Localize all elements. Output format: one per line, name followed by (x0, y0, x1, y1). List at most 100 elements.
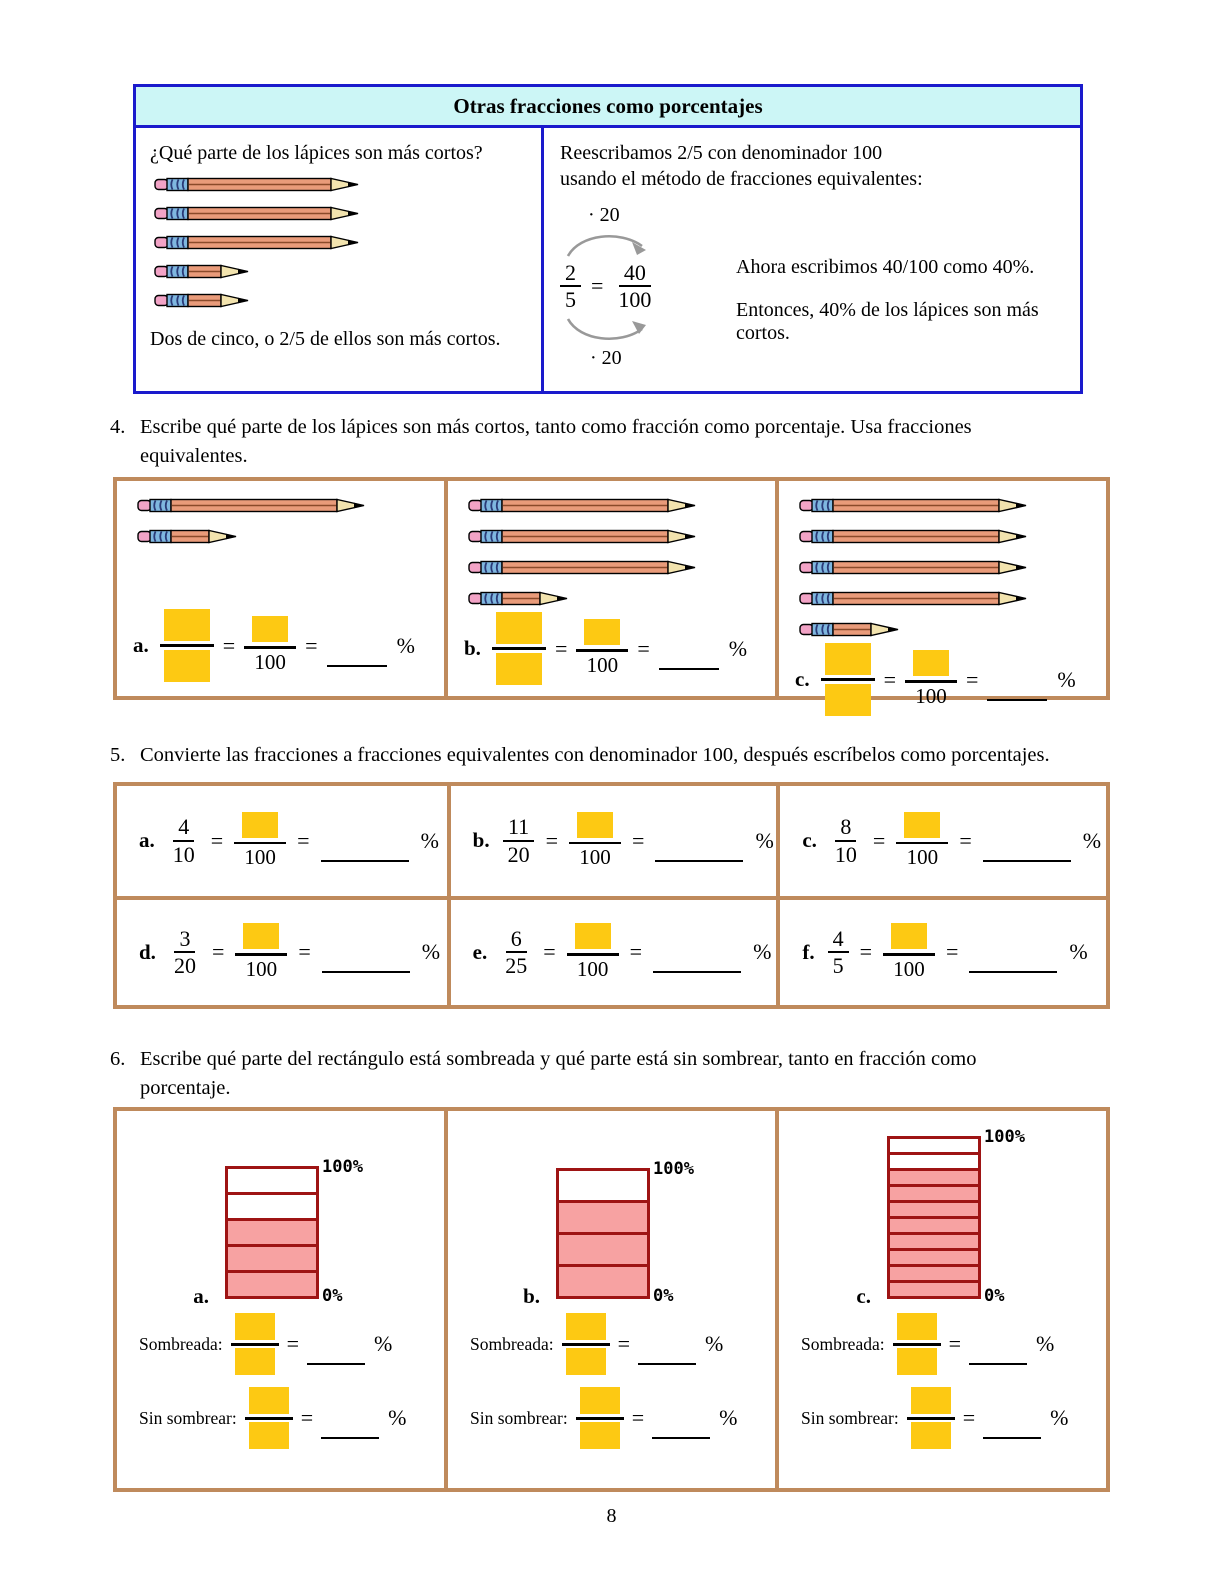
answer-over-100-fraction: 100 (896, 811, 949, 871)
answer-fraction-numerator[interactable] (565, 1313, 606, 1340)
answer-numerator-box[interactable] (913, 650, 949, 677)
answer-fraction-numerator[interactable] (910, 1387, 951, 1414)
pencil (468, 590, 763, 612)
pencil (468, 528, 763, 550)
answer-blank[interactable] (983, 1415, 1042, 1439)
answer-numerator-box[interactable] (577, 811, 614, 838)
answer-blank[interactable] (987, 677, 1048, 701)
answer-fraction-denominator[interactable] (248, 1422, 289, 1449)
percent-sign: % (728, 635, 748, 661)
rect-row (890, 1200, 978, 1216)
answer-fraction-numerator[interactable] (248, 1387, 289, 1414)
answer-fraction-numerator[interactable] (163, 609, 210, 641)
question-4-number: 4. (110, 416, 126, 438)
fraction-numerator: 4 (827, 926, 849, 954)
label-100-percent: 100% (653, 1159, 694, 1179)
question-4-text: Escribe qué parte de los lápices son más… (140, 416, 972, 467)
item-label: b. (472, 828, 490, 853)
percent-sign: % (719, 1405, 738, 1430)
answer-blank[interactable] (326, 643, 387, 667)
answer-numerator-box[interactable] (252, 616, 289, 643)
fraction-bar (896, 841, 949, 844)
answer-fraction-numerator[interactable] (579, 1387, 620, 1414)
rect-row (559, 1232, 647, 1264)
multiplier-top: · 20 (588, 204, 620, 226)
info-box: Otras fracciones como porcentajes ¿Qué p… (133, 84, 1083, 394)
question-5-number: 5. (110, 744, 126, 766)
answer-blank[interactable] (320, 838, 409, 862)
answer-fraction-denominator[interactable] (163, 650, 210, 682)
q5-cell: b. 11 20 = 100 =% (446, 786, 777, 896)
answer-fraction-numerator[interactable] (234, 1313, 275, 1340)
answer-fraction-denominator[interactable] (234, 1348, 275, 1375)
multiplier-bottom: · 20 (590, 346, 622, 369)
pencil-illustration (137, 497, 432, 550)
answer-fraction-denominator[interactable] (565, 1348, 606, 1375)
answer-blank[interactable] (969, 1341, 1028, 1365)
answer-numerator-box[interactable] (243, 923, 280, 949)
answer-fraction-denominator[interactable] (495, 653, 542, 685)
answer-fraction-numerator[interactable] (896, 1313, 937, 1340)
answer-fraction-numerator[interactable] (495, 612, 542, 644)
answer-fraction-denominator[interactable] (579, 1422, 620, 1449)
fraction-2-5: 2 5 (560, 260, 581, 313)
answer-blank[interactable] (969, 949, 1058, 974)
question-5-text: Convierte las fracciones a fracciones eq… (140, 744, 1050, 766)
answer-row: c. = 100 =% (795, 643, 1094, 716)
answer-over-100-fraction: 100 (576, 619, 629, 678)
equivalence-equation: · 20 2 5 = 40 (560, 204, 1070, 371)
answer-row: b. = 100 =% (464, 612, 763, 685)
answer-blank[interactable] (638, 1341, 697, 1365)
item-label: c. (795, 667, 810, 691)
rect-row (890, 1280, 978, 1296)
equals-sign: = (962, 1405, 976, 1430)
answer-blank[interactable] (655, 838, 744, 862)
rect-row (559, 1171, 647, 1200)
answer-numerator-box[interactable] (584, 619, 621, 646)
answer-numerator-box[interactable] (904, 811, 941, 838)
answer-over-100-fraction: 100 (905, 650, 957, 709)
pencil (154, 205, 529, 227)
answer-blank[interactable] (321, 1415, 380, 1439)
answer-over-100-fraction: 100 (569, 811, 622, 871)
percent-sign: % (755, 827, 774, 853)
pencil (468, 497, 763, 519)
denominator-100: 100 (893, 956, 925, 981)
answer-fraction-denominator[interactable] (896, 1348, 937, 1375)
percent-sign: % (1082, 827, 1102, 853)
pencil-illustration (468, 497, 763, 612)
answer-blank[interactable] (982, 838, 1071, 862)
answer-over-100-fraction: 100 (234, 811, 287, 871)
unshaded-answer-row: Sin sombrear: =% (801, 1387, 1096, 1449)
answer-numerator-box[interactable] (891, 923, 927, 949)
answer-blank[interactable] (658, 646, 719, 670)
answer-blank[interactable] (652, 1415, 711, 1439)
answer-row: a. = 100 =% (133, 609, 432, 682)
answer-fraction-numerator[interactable] (824, 643, 871, 675)
pencil (468, 559, 763, 581)
question-4: 4. Escribe qué parte de los lápices son … (110, 413, 972, 470)
unshaded-label: Sin sombrear: (470, 1407, 568, 1428)
answer-over-100-fraction: 100 (566, 923, 619, 982)
rectangle-wrap: 100% 0% c. (856, 1127, 1025, 1308)
equals-sign: = (591, 273, 604, 299)
answer-numerator-box[interactable] (242, 811, 279, 838)
answer-fraction-denominator[interactable] (910, 1422, 951, 1449)
answer-numerator-box[interactable] (574, 923, 611, 949)
equals-sign: = (629, 939, 643, 965)
equals-sign: = (632, 827, 645, 853)
pencil (154, 292, 529, 314)
info-box-title: Otras fracciones como porcentajes (136, 87, 1080, 128)
rect-row (890, 1139, 978, 1152)
fraction-denominator: 20 (507, 841, 530, 867)
answer-blank[interactable] (307, 1341, 366, 1365)
shaded-label: Sombreada: (139, 1333, 223, 1354)
rect-row (228, 1169, 316, 1192)
shaded-label: Sombreada: (801, 1333, 885, 1354)
answer-blank[interactable] (321, 949, 410, 974)
pencil-icon (154, 264, 249, 279)
answer-blank[interactable] (653, 949, 742, 974)
percent-sign: % (396, 632, 415, 658)
answer-fraction-denominator[interactable] (824, 684, 871, 716)
pencil-icon (799, 560, 1027, 575)
